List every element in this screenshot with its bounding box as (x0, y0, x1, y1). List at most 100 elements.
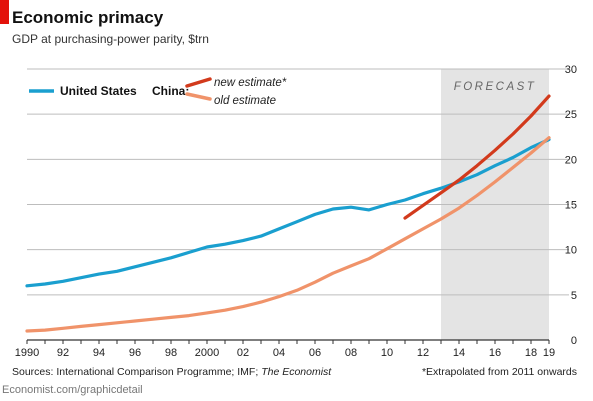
series-point-2 (61, 327, 65, 330)
series-point-0 (241, 239, 245, 242)
chart-subtitle: GDP at purchasing-power parity, $trn (12, 32, 209, 46)
x-tick-label: 96 (129, 347, 141, 359)
series-point-2 (475, 194, 479, 197)
series-point-0 (169, 256, 173, 259)
series-point-2 (439, 217, 443, 221)
chart-title: Economic primacy (12, 8, 164, 27)
series-point-1 (421, 204, 425, 207)
y-tick-label: 25 (565, 109, 577, 121)
series-point-0 (223, 243, 227, 246)
accent-bar (0, 0, 9, 24)
x-tick-label: 04 (273, 347, 285, 359)
series-point-2 (277, 295, 281, 298)
series-point-2 (133, 319, 137, 323)
series-point-0 (205, 245, 209, 249)
series-point-0 (511, 156, 515, 159)
series-point-2 (43, 328, 47, 332)
y-tick-label: 0 (571, 335, 577, 347)
y-tick-label: 10 (565, 245, 577, 257)
series-point-0 (277, 227, 281, 231)
series-point-2 (259, 300, 263, 304)
series-point-0 (187, 251, 191, 254)
legend-label-china-new: new estimate* (214, 77, 287, 89)
series-point-1 (403, 216, 407, 220)
series-point-0 (403, 198, 407, 202)
series-point-2 (151, 318, 155, 321)
forecast-label: FORECAST (454, 81, 537, 93)
series-point-0 (475, 173, 479, 176)
series-point-2 (457, 206, 461, 210)
series-point-2 (115, 321, 119, 325)
series-point-2 (205, 311, 209, 315)
series-point-0 (331, 207, 335, 211)
legend-label-us: United States (60, 84, 137, 98)
y-tick-label: 30 (565, 64, 577, 76)
sources-text: Sources: International Comparison Progra… (12, 366, 262, 378)
series-point-0 (259, 234, 263, 238)
x-tick-label: 12 (417, 347, 429, 359)
series-point-2 (367, 257, 371, 260)
series-point-2 (187, 314, 191, 317)
y-tick-label: 20 (565, 154, 577, 166)
series-point-1 (493, 149, 497, 152)
x-tick-label: 1990 (15, 347, 39, 359)
series-point-0 (529, 146, 533, 149)
series-point-2 (97, 323, 101, 326)
series-point-2 (493, 180, 497, 184)
series-point-2 (547, 136, 551, 139)
series-point-2 (349, 264, 353, 268)
series-point-0 (295, 220, 299, 223)
series-point-0 (493, 164, 497, 167)
sources-italic: The Economist (261, 366, 332, 378)
series-point-0 (79, 276, 83, 279)
legend-china-label: China: (152, 84, 189, 98)
series-point-0 (25, 284, 29, 287)
series-point-0 (133, 265, 137, 269)
series-point-0 (385, 203, 389, 206)
y-tick-label: 5 (571, 290, 577, 302)
series-point-0 (61, 280, 65, 283)
series-point-0 (151, 261, 155, 264)
series-point-0 (43, 282, 47, 286)
series-point-0 (313, 213, 317, 216)
series-point-1 (511, 132, 515, 136)
series-point-1 (547, 94, 551, 98)
series-point-2 (79, 325, 83, 328)
x-tick-label: 18 (525, 347, 537, 359)
x-tick-label: 14 (453, 347, 465, 359)
legend-swatch-china-new (185, 77, 212, 88)
x-tick-label: 08 (345, 347, 357, 359)
x-tick-label: 10 (381, 347, 393, 359)
brand-url: Economist.com/graphicdetail (2, 384, 143, 396)
series-point-0 (421, 192, 425, 195)
series-point-0 (349, 206, 353, 209)
series-point-1 (457, 178, 461, 182)
series-point-2 (529, 151, 533, 155)
series-point-0 (115, 270, 119, 273)
series-point-1 (529, 114, 533, 118)
series-point-2 (511, 166, 515, 169)
series-point-2 (25, 329, 29, 333)
series-point-0 (439, 187, 443, 190)
series-point-0 (367, 208, 371, 212)
series-point-2 (385, 247, 389, 250)
series-line-0 (25, 137, 551, 288)
series-point-2 (403, 237, 407, 241)
legend-label-china-old: old estimate (214, 95, 276, 107)
series-point-0 (97, 272, 101, 276)
sources-note: Sources: International Comparison Progra… (12, 366, 331, 378)
y-tick-label: 15 (565, 200, 577, 212)
series-point-2 (241, 305, 245, 308)
x-tick-label: 98 (165, 347, 177, 359)
legend-swatch-china-old (185, 92, 212, 101)
x-tick-label: 19 (543, 347, 555, 359)
series-line-2 (25, 136, 551, 333)
series-point-2 (295, 289, 299, 292)
x-tick-label: 16 (489, 347, 501, 359)
extrapolation-note: *Extrapolated from 2011 onwards (421, 366, 577, 378)
x-tick-label: 92 (57, 347, 69, 359)
series-point-2 (331, 271, 335, 275)
series-point-1 (475, 164, 479, 167)
series-point-2 (313, 280, 317, 284)
